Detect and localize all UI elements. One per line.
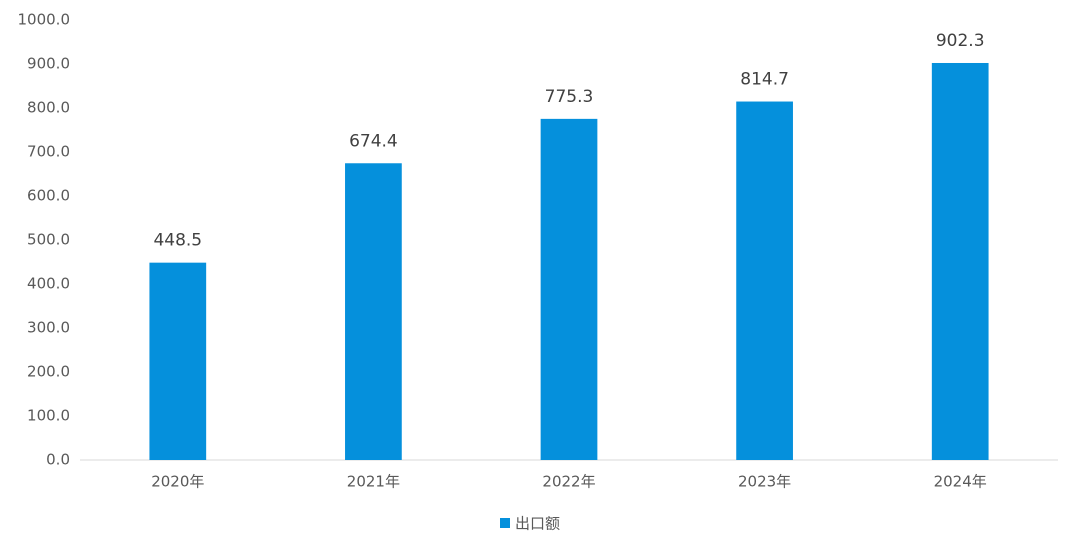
x-tick-label: 2022年 bbox=[542, 473, 595, 491]
y-tick-label: 500.0 bbox=[27, 231, 70, 249]
x-tick-label: 2021年 bbox=[347, 473, 400, 491]
y-tick-label: 400.0 bbox=[27, 275, 70, 293]
y-tick-label: 600.0 bbox=[27, 187, 70, 205]
data-label: 674.4 bbox=[349, 131, 398, 151]
x-tick-label: 2024年 bbox=[934, 473, 987, 491]
data-label: 775.3 bbox=[545, 87, 594, 107]
y-tick-label: 700.0 bbox=[27, 143, 70, 161]
y-tick-label: 900.0 bbox=[27, 55, 70, 73]
bar bbox=[736, 101, 793, 461]
legend-swatch bbox=[500, 518, 510, 528]
bar bbox=[149, 262, 207, 460]
bar bbox=[540, 118, 598, 461]
data-label: 814.7 bbox=[740, 70, 789, 90]
y-tick-label: 1000.0 bbox=[18, 11, 71, 29]
bar bbox=[345, 163, 402, 460]
data-label: 902.3 bbox=[936, 31, 985, 51]
bar bbox=[931, 62, 989, 460]
y-tick-label: 800.0 bbox=[27, 99, 70, 117]
y-tick-label: 300.0 bbox=[27, 319, 70, 337]
y-tick-label: 200.0 bbox=[27, 363, 70, 381]
x-tick-label: 2020年 bbox=[151, 473, 204, 491]
y-tick-label: 100.0 bbox=[27, 407, 70, 425]
legend-label: 出口额 bbox=[515, 515, 560, 533]
y-tick-label: 0.0 bbox=[46, 451, 70, 469]
data-label: 448.5 bbox=[153, 231, 202, 251]
x-tick-label: 2023年 bbox=[738, 473, 791, 491]
